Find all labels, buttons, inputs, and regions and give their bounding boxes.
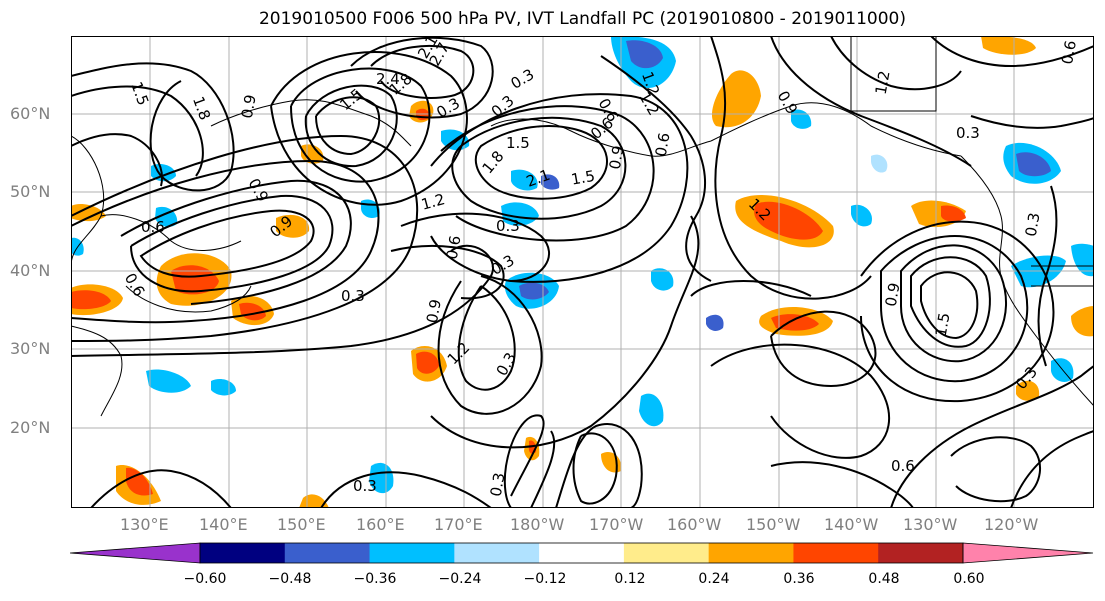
lat-label-50n: 50°N	[10, 182, 51, 201]
colorbar-tick-label: 0.48	[868, 571, 900, 587]
colorbar-bin	[878, 543, 964, 563]
contour-label: 0.6	[443, 234, 465, 261]
contour-label: 0.6	[652, 131, 674, 158]
lon-label: 180°W	[510, 515, 565, 534]
lon-label: 140°E	[199, 515, 248, 534]
contour-label: 0.9	[238, 93, 260, 120]
lon-label: 160°W	[667, 515, 722, 534]
contour-label: 1.2	[872, 69, 894, 96]
lon-label: 160°E	[356, 515, 405, 534]
pv-contours	[71, 36, 1094, 508]
colorbar-bin	[454, 543, 540, 563]
contour-label: 1.5	[932, 311, 954, 338]
lat-label-40n: 40°N	[10, 261, 51, 280]
colorbar-outline	[199, 542, 964, 564]
contour-label: 1.2	[419, 190, 447, 214]
lon-label: 130°E	[120, 515, 169, 534]
contour-label: 0.3	[956, 124, 980, 142]
contour-label: 0.3	[487, 471, 509, 498]
colorbar-bin	[708, 543, 794, 563]
colorbar-bin	[539, 543, 625, 563]
lon-label: 170°E	[434, 515, 483, 534]
lat-label-20n: 20°N	[10, 418, 51, 437]
lat-label-60n: 60°N	[10, 104, 51, 123]
colorbar-tick-label: −0.60	[183, 571, 227, 587]
lon-label: 140°W	[824, 515, 879, 534]
contour-label: 0.3	[496, 217, 520, 235]
colorbar-tick-label: −0.36	[353, 571, 397, 587]
contour-label: 0.9	[423, 298, 445, 325]
colorbar-tick-label: −0.48	[268, 571, 312, 587]
colorbar-extend-max	[962, 542, 1094, 564]
lon-label: 150°W	[746, 515, 801, 534]
contour-label: 0.9	[606, 144, 628, 171]
contour-label: 0.3	[1022, 211, 1044, 238]
contour-label: 1.5	[506, 134, 530, 152]
colorbar-bin	[284, 543, 371, 563]
contour-label: 0.6	[141, 218, 165, 236]
colorbar	[70, 542, 1094, 564]
colorbar-tick-label: −0.12	[523, 571, 567, 587]
colorbar-bin	[793, 543, 879, 563]
colorbar-bin	[623, 543, 710, 563]
colorbar-tick-label: 0.60	[953, 571, 985, 587]
map-border	[71, 36, 1094, 508]
map-panel: 1.5 1.8 0.9 2.4 2.1 2.7 1.5 0.3 1.8 0.9 …	[71, 36, 1094, 508]
lon-label: 150°E	[277, 515, 326, 534]
contour-label: 0.3	[353, 477, 377, 495]
lon-label: 170°W	[589, 515, 644, 534]
colorbar-bin	[369, 543, 455, 563]
lat-label-30n: 30°N	[10, 339, 51, 358]
lon-label: 130°W	[903, 515, 958, 534]
colorbar-bin	[200, 543, 286, 563]
colorbar-tick-label: 0.36	[783, 571, 815, 587]
contour-label: 2.4	[376, 70, 400, 88]
contour-label: 0.6	[891, 457, 915, 475]
contour-label: 0.9	[882, 281, 904, 308]
contour-label: 0.3	[341, 287, 365, 305]
map-title: 2019010500 F006 500 hPa PV, IVT Landfall…	[258, 9, 906, 29]
graticule	[71, 36, 1094, 508]
map-plot: 1.5 1.8 0.9 2.4 2.1 2.7 1.5 0.3 1.8 0.9 …	[71, 36, 1094, 508]
contour-label: 1.5	[570, 167, 597, 189]
ocean-background	[71, 36, 1094, 508]
lon-label: 120°W	[984, 515, 1039, 534]
colorbar-tick-label: −0.24	[438, 571, 482, 587]
colorbar-tick-label: 0.12	[614, 571, 646, 587]
colorbar-extend-min	[70, 542, 201, 564]
colorbar-tick-label: 0.24	[698, 571, 730, 587]
contour-label: 0.6	[1058, 39, 1080, 66]
